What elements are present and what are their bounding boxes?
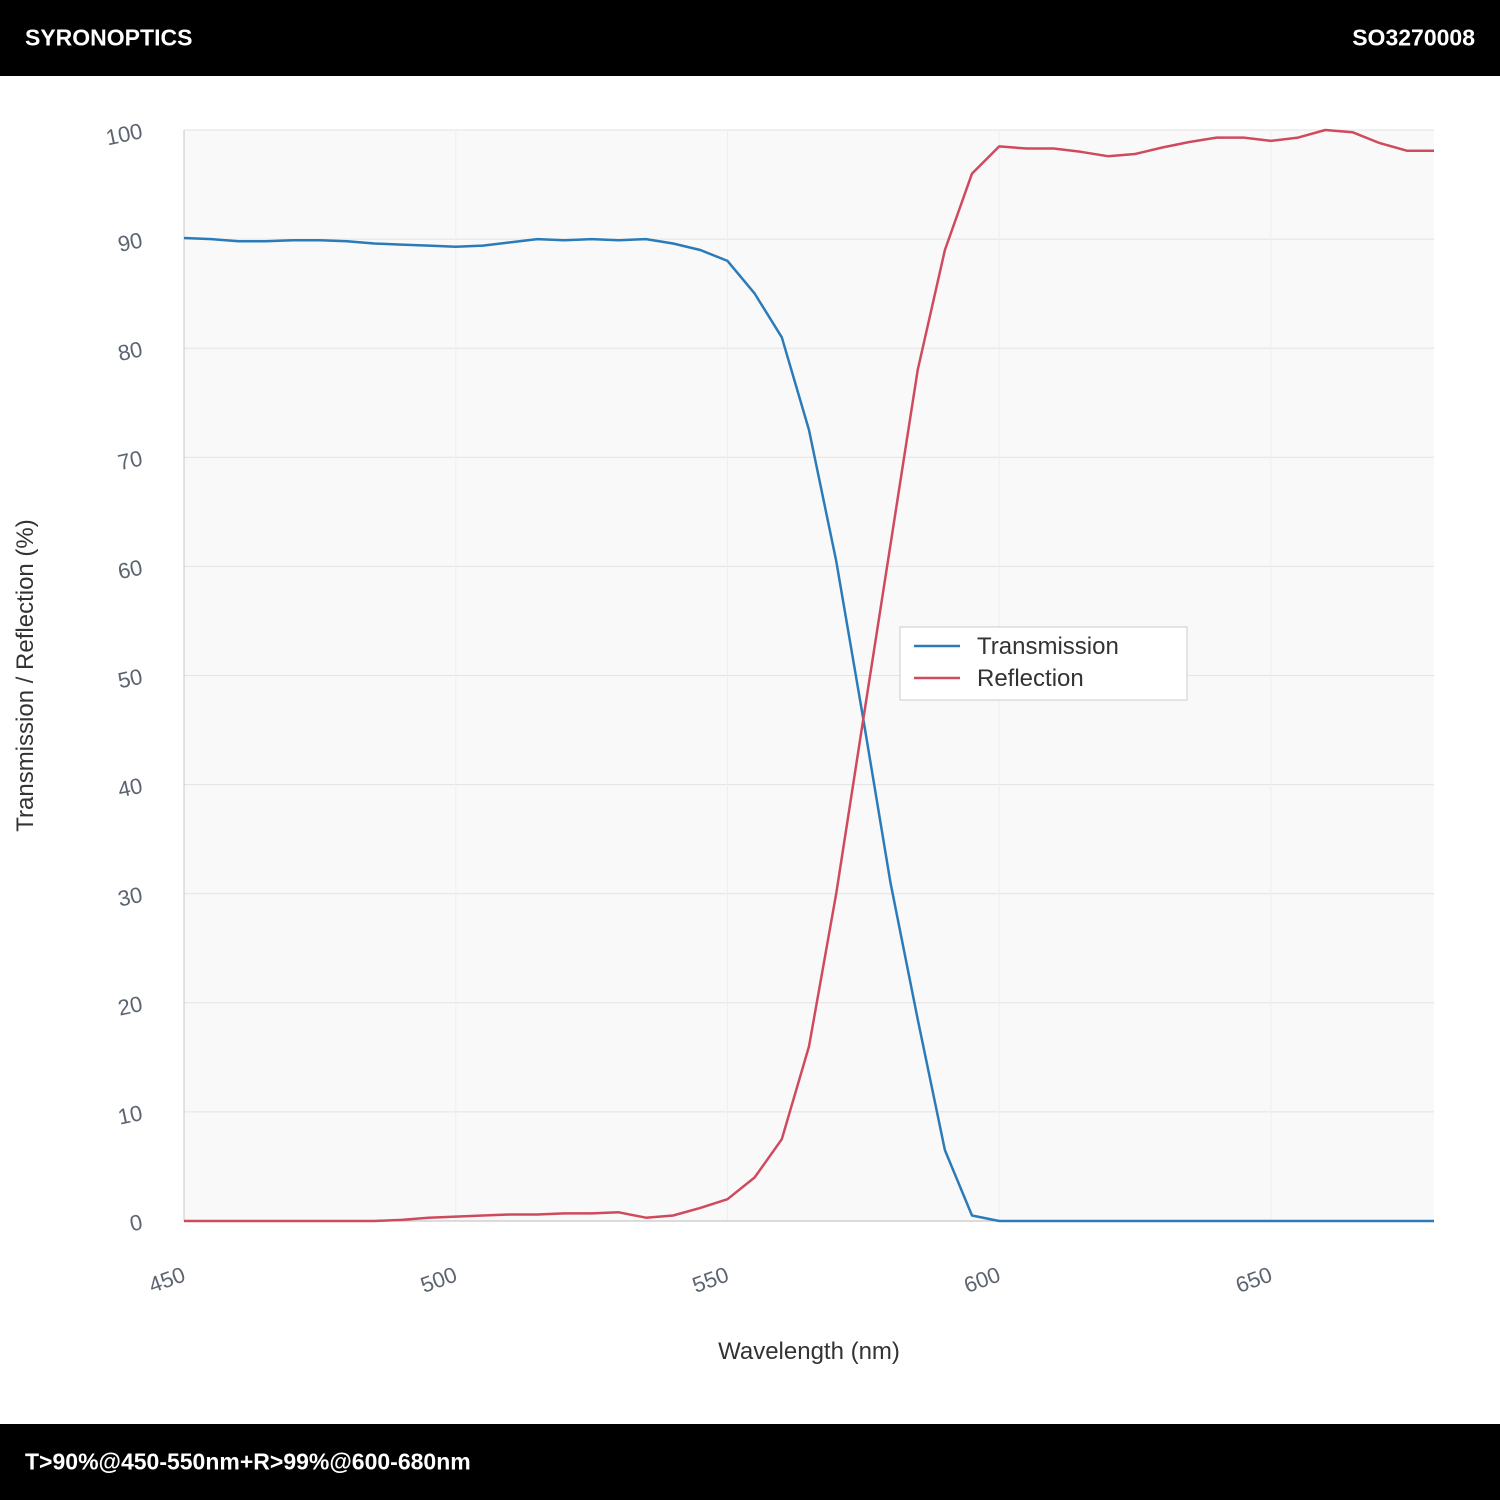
- legend-label: Transmission: [977, 633, 1119, 660]
- y-axis-label: Transmission / Reflection (%): [12, 519, 39, 832]
- x-tick-label: 550: [689, 1262, 732, 1298]
- series-line: [183, 236, 1434, 1223]
- y-tick-label: 90: [116, 227, 145, 257]
- x-tick-label: 650: [1232, 1262, 1275, 1298]
- header: SYRONOPTICS SO3270008: [0, 0, 1500, 76]
- x-axis-label: Wavelength (nm): [718, 1338, 900, 1365]
- x-tick-label: 600: [961, 1262, 1004, 1298]
- legend-box: [899, 626, 1188, 701]
- y-tick-label: 70: [116, 446, 145, 476]
- y-tick-label: 40: [116, 773, 145, 803]
- legend: Transmission Reflection: [899, 626, 1188, 701]
- y-tick-label: 60: [116, 555, 145, 585]
- x-tick-label: 450: [145, 1262, 188, 1298]
- y-tick-label: 30: [116, 882, 145, 912]
- y-tick-label: 20: [116, 991, 145, 1021]
- product-code: SO3270008: [1352, 24, 1475, 51]
- y-tick-label: 0: [128, 1209, 145, 1236]
- brand: SYRONOPTICS: [25, 24, 193, 51]
- x-tick-label: 500: [417, 1262, 460, 1298]
- series-line: [184, 128, 1434, 1223]
- footer: T>90%@450-550nm+R>99%@600-680nm: [0, 1424, 1500, 1500]
- y-tick-label: 50: [116, 664, 145, 694]
- y-tick-label: 10: [116, 1100, 145, 1130]
- legend-label: Reflection: [977, 665, 1084, 692]
- spec: T>90%@450-550nm+R>99%@600-680nm: [25, 1448, 471, 1475]
- y-tick-label: 80: [116, 336, 145, 366]
- y-tick-label: 100: [104, 118, 145, 150]
- chart: 0 10 20 30 40 50 60 70 80 90 100 450 500 550 600 650 Wav…: [12, 118, 1434, 1365]
